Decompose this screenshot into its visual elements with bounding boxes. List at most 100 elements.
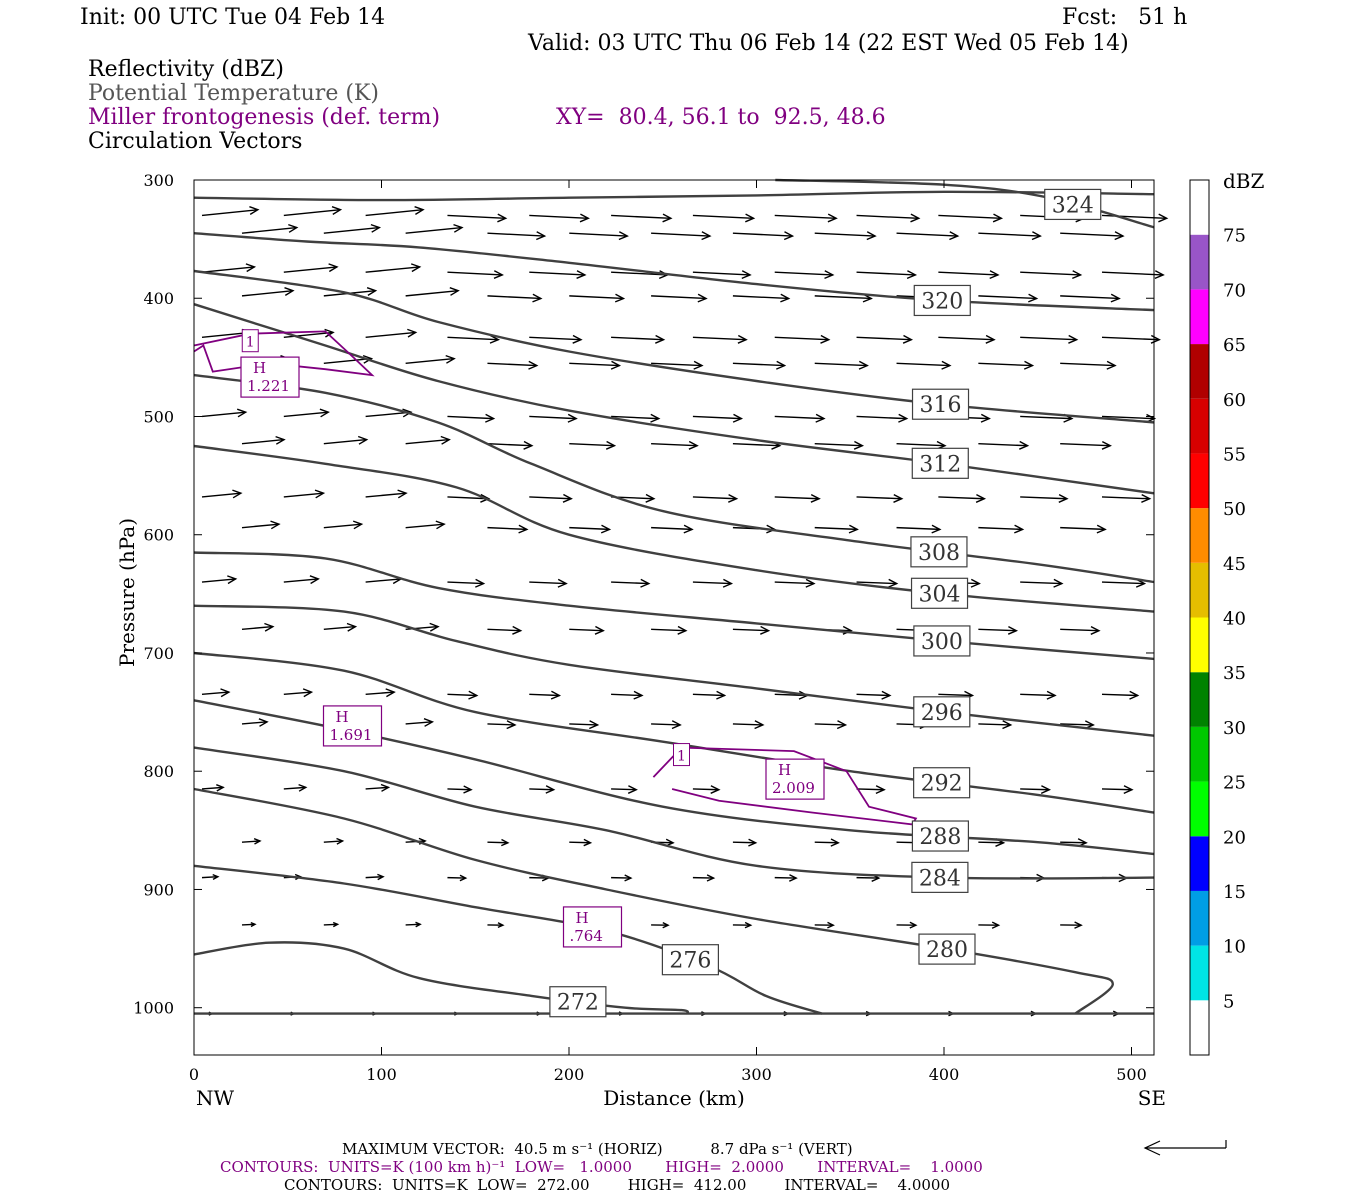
maximum-box [240, 356, 300, 398]
vector-head [1014, 524, 1025, 534]
vector-shaft [611, 271, 668, 276]
x-tick-label: 0 [189, 1065, 199, 1084]
vector-head [1123, 785, 1134, 795]
vector-shaft [487, 295, 541, 300]
vector-shaft [692, 336, 747, 341]
vector-head [776, 360, 787, 370]
vector-shaft [241, 290, 294, 297]
vector-shaft [1101, 496, 1150, 500]
vector-shaft [651, 628, 686, 632]
vector-head [319, 408, 330, 418]
vector-shaft [283, 786, 306, 790]
vector-shaft [611, 214, 671, 220]
vector-head [536, 231, 547, 241]
vector-shaft [201, 786, 224, 790]
vector-head [550, 690, 562, 700]
vector-head [258, 718, 269, 727]
plot-frame [193, 179, 1155, 1056]
vector-shaft [283, 331, 334, 338]
vector-head [264, 622, 275, 632]
x-tick-label: 500 [1116, 1065, 1147, 1084]
vector-shaft [365, 875, 384, 879]
vector-shaft [814, 362, 868, 367]
vector-shaft [651, 295, 707, 300]
colorbar-tick-label: 75 [1223, 226, 1246, 247]
vector-shaft [732, 841, 756, 844]
vector-head [697, 293, 708, 303]
vector-head [655, 334, 666, 344]
vector-shaft [241, 721, 268, 725]
vector-head [594, 625, 605, 635]
vector-head [824, 270, 835, 280]
colorbar-tick-label: 50 [1223, 499, 1246, 520]
vector-shaft [732, 442, 780, 447]
maximum-value: 1.221 [247, 377, 290, 395]
vector-head [497, 213, 508, 223]
vector-head [485, 413, 496, 423]
vector-head [1019, 440, 1030, 450]
vector-head [579, 213, 590, 223]
vector-shaft [856, 496, 902, 500]
vector-head [693, 360, 704, 370]
vector-shaft [692, 496, 737, 500]
theta-contour-line [193, 190, 1155, 202]
vector-shaft [529, 336, 582, 341]
vector-head [645, 493, 656, 503]
vector-head [362, 354, 374, 364]
vector-head [377, 873, 385, 881]
vector-shaft [774, 581, 815, 585]
vector-shaft [774, 214, 837, 220]
valid-time-label: Valid: 03 UTC Thu 06 Feb 14 (22 EST Wed … [528, 31, 1129, 56]
vector-shaft [487, 628, 521, 632]
init-label: Init: 00 UTC Tue 04 Feb 14 [80, 5, 386, 30]
contour-label-box [911, 820, 970, 852]
vector-head [893, 493, 904, 503]
vector-head [429, 622, 440, 632]
contour-label: 312 [919, 452, 961, 477]
vector-shaft [978, 628, 1017, 632]
contour-label: 292 [921, 772, 963, 797]
maximum-marker: H [778, 761, 791, 779]
vector-head [366, 287, 378, 296]
vector-shaft [896, 232, 958, 237]
vector-shaft [1101, 214, 1167, 220]
vector-head [493, 270, 504, 279]
vector-head [677, 625, 688, 635]
vector-head [346, 622, 358, 632]
vector-shaft [283, 691, 312, 696]
vector-head [989, 270, 1000, 280]
vector-shaft [651, 362, 703, 367]
vector-shaft [487, 526, 527, 531]
vector-shaft [1060, 295, 1120, 300]
vector-shaft [365, 266, 420, 273]
vector-head [906, 270, 918, 280]
vector-shaft [732, 362, 785, 367]
vector-shaft [856, 271, 916, 276]
vector-shaft [365, 492, 407, 498]
y-tick-label: 1000 [133, 999, 174, 1018]
vector-shaft [323, 923, 338, 926]
vector-head [827, 921, 835, 929]
colorbar-tick-label: 40 [1223, 609, 1246, 630]
vector-shaft [732, 723, 763, 726]
vector-head [1129, 690, 1140, 700]
vector-head [1046, 690, 1057, 700]
vector-head [909, 921, 918, 929]
theta-contour-line [193, 269, 1155, 424]
vector-shaft [529, 581, 567, 585]
vector-head [410, 263, 422, 273]
vector-shaft [447, 693, 477, 697]
vector-shaft [938, 214, 1002, 220]
vector-head [1002, 720, 1013, 730]
vector-head [352, 520, 364, 530]
theta-contours [193, 178, 1155, 1015]
vector-head [423, 718, 435, 727]
vector-shaft [896, 362, 950, 367]
theta-contour-line [193, 746, 1155, 880]
vector-head [866, 231, 877, 241]
vector-shaft [201, 266, 255, 273]
vector-head [1074, 921, 1083, 929]
vector-shaft [896, 442, 946, 447]
vector-head [407, 328, 418, 338]
vector-shaft [201, 411, 246, 418]
